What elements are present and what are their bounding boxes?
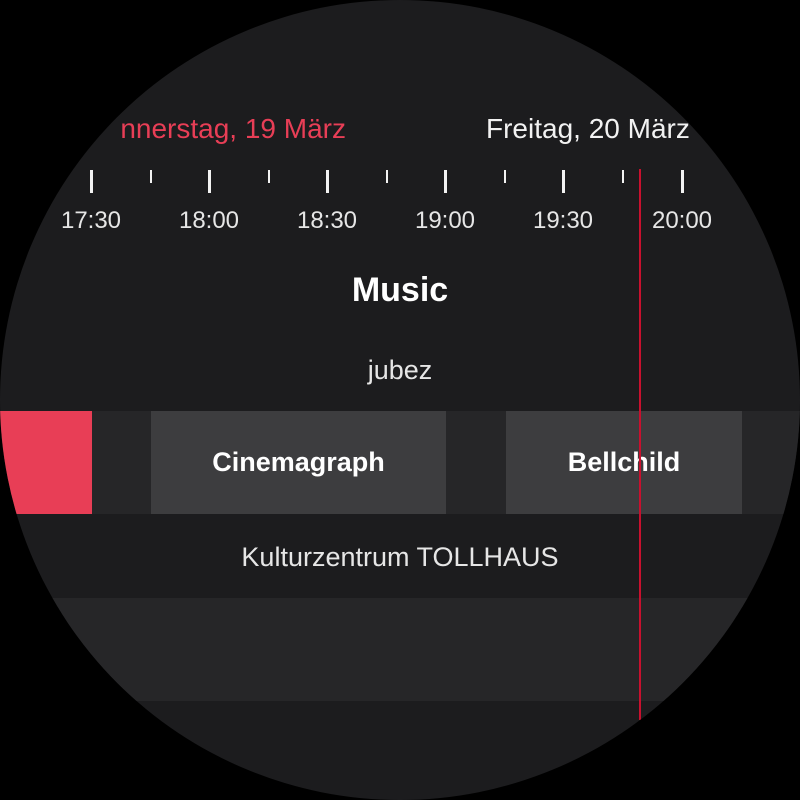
section-title: Music bbox=[351, 271, 449, 309]
date-today-label: nnerstag, 19 März bbox=[120, 113, 346, 144]
tick-minor bbox=[150, 170, 152, 183]
time-label: 18:30 bbox=[296, 207, 358, 234]
tick-major bbox=[444, 170, 447, 193]
venue-label-jubez: jubez bbox=[367, 355, 433, 385]
tick-minor bbox=[386, 170, 388, 183]
tick-major bbox=[90, 170, 93, 193]
time-label: 18:00 bbox=[178, 207, 240, 234]
tick-major bbox=[326, 170, 329, 193]
event-block-bellchild[interactable]: Bellchild bbox=[506, 411, 742, 514]
event-block-past[interactable] bbox=[0, 411, 92, 514]
current-time-indicator bbox=[639, 169, 641, 720]
tick-major bbox=[681, 170, 684, 193]
date-tomorrow-label: Freitag, 20 März bbox=[486, 113, 690, 144]
venue-track-tollhaus bbox=[0, 598, 800, 701]
tick-minor bbox=[622, 170, 624, 183]
event-block-cinemagraph[interactable]: Cinemagraph bbox=[151, 411, 446, 514]
time-label: 20:00 bbox=[651, 207, 713, 234]
tick-major bbox=[562, 170, 565, 193]
venue-label-tollhaus: Kulturzentrum TOLLHAUS bbox=[241, 542, 559, 572]
time-label: 19:00 bbox=[414, 207, 476, 234]
time-label: 17:30 bbox=[60, 207, 122, 234]
tick-minor bbox=[504, 170, 506, 183]
time-label: 19:30 bbox=[532, 207, 594, 234]
tick-major bbox=[208, 170, 211, 193]
tick-minor bbox=[268, 170, 270, 183]
